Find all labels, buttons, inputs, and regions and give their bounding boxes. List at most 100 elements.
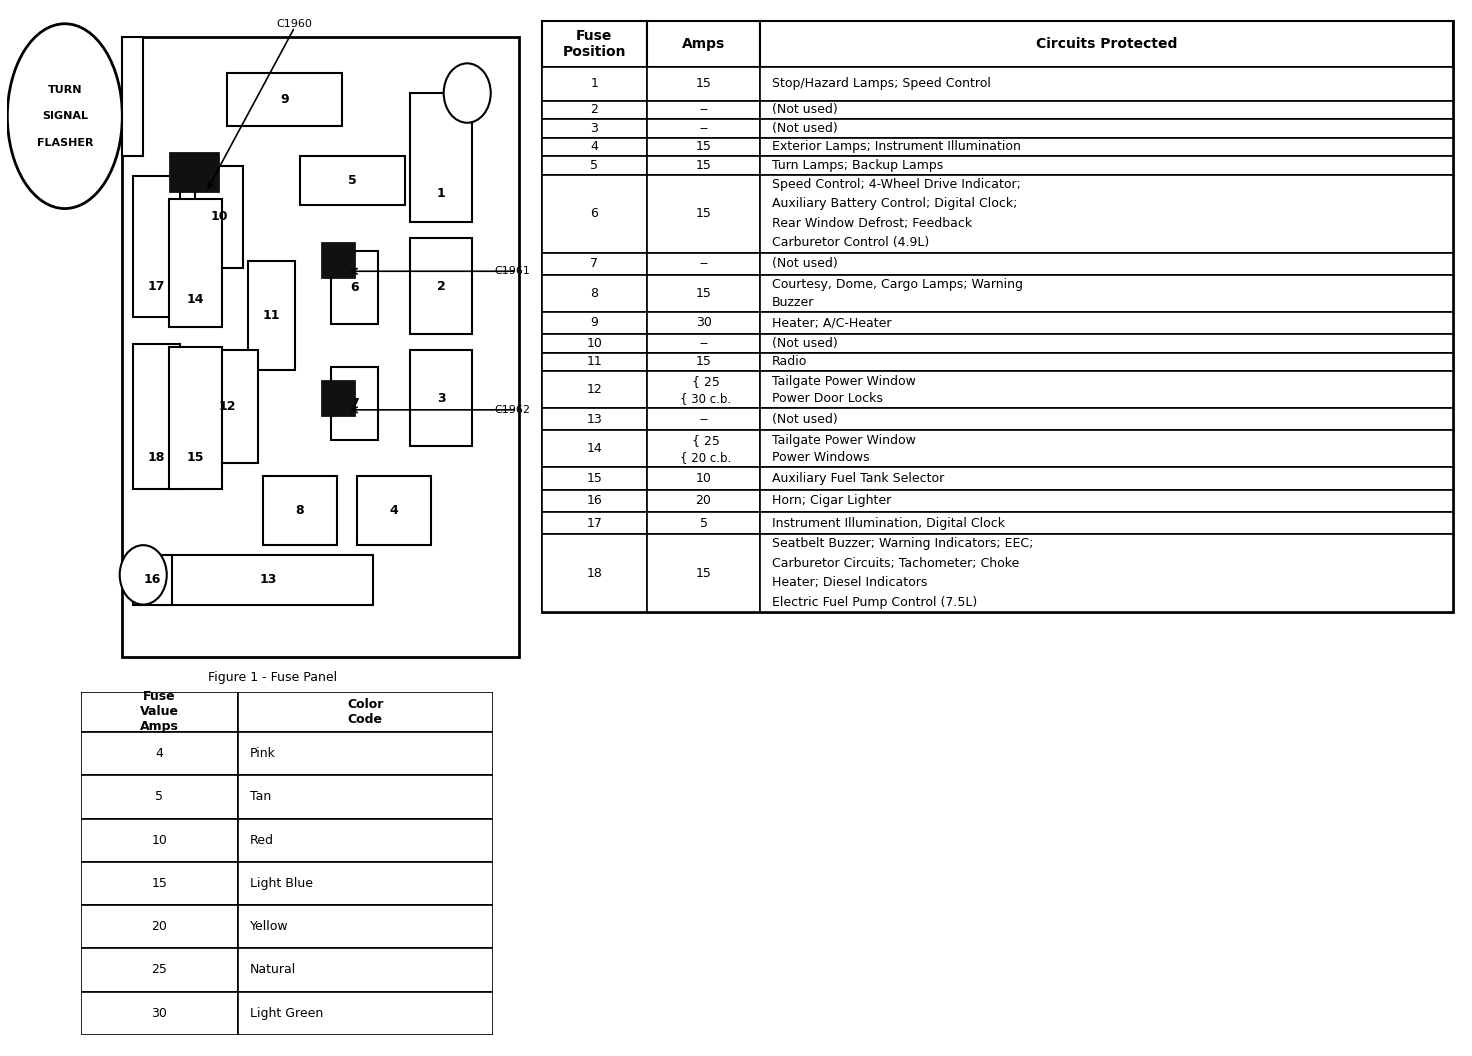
Text: 9: 9 xyxy=(280,93,289,107)
Text: Amps: Amps xyxy=(682,37,726,51)
Text: 18: 18 xyxy=(147,451,165,464)
FancyBboxPatch shape xyxy=(247,261,294,371)
FancyBboxPatch shape xyxy=(646,334,761,353)
Text: { 30 c.b.: { 30 c.b. xyxy=(680,392,732,404)
Text: Tailgate Power Window: Tailgate Power Window xyxy=(771,375,916,388)
Text: Circuits Protected: Circuits Protected xyxy=(1036,37,1178,51)
Text: 20: 20 xyxy=(696,494,711,507)
FancyBboxPatch shape xyxy=(81,692,237,732)
Text: Stop/Hazard Lamps; Speed Control: Stop/Hazard Lamps; Speed Control xyxy=(771,77,991,91)
FancyBboxPatch shape xyxy=(646,68,761,100)
Text: C1961: C1961 xyxy=(495,266,530,277)
FancyBboxPatch shape xyxy=(646,119,761,137)
FancyBboxPatch shape xyxy=(542,312,646,334)
Text: 6: 6 xyxy=(590,207,598,220)
Text: 5: 5 xyxy=(155,791,163,804)
FancyBboxPatch shape xyxy=(263,476,337,545)
Text: --: -- xyxy=(699,413,708,426)
Text: Pink: Pink xyxy=(250,748,275,760)
FancyBboxPatch shape xyxy=(542,409,646,431)
FancyBboxPatch shape xyxy=(237,732,493,775)
Text: 4: 4 xyxy=(156,748,163,760)
Text: 17: 17 xyxy=(586,516,602,529)
Ellipse shape xyxy=(7,23,122,209)
FancyBboxPatch shape xyxy=(542,512,646,534)
FancyBboxPatch shape xyxy=(542,431,646,468)
FancyBboxPatch shape xyxy=(761,252,1453,275)
Circle shape xyxy=(119,545,166,604)
Text: (Not used): (Not used) xyxy=(771,413,838,426)
FancyBboxPatch shape xyxy=(81,732,237,775)
FancyBboxPatch shape xyxy=(81,818,237,862)
Text: 10: 10 xyxy=(586,337,602,350)
Text: Yellow: Yellow xyxy=(250,920,289,934)
FancyBboxPatch shape xyxy=(409,239,473,334)
FancyBboxPatch shape xyxy=(761,312,1453,334)
Text: 11: 11 xyxy=(262,309,280,322)
FancyBboxPatch shape xyxy=(169,347,222,489)
FancyBboxPatch shape xyxy=(81,775,237,818)
Text: 3: 3 xyxy=(437,392,446,404)
Text: Turn Lamps; Backup Lamps: Turn Lamps; Backup Lamps xyxy=(771,159,942,172)
Circle shape xyxy=(443,63,490,122)
Text: Auxiliary Fuel Tank Selector: Auxiliary Fuel Tank Selector xyxy=(771,472,944,485)
Text: 7: 7 xyxy=(350,397,359,410)
FancyBboxPatch shape xyxy=(761,275,1453,312)
Text: 16: 16 xyxy=(586,494,602,507)
Text: 2: 2 xyxy=(590,103,598,116)
FancyBboxPatch shape xyxy=(358,476,431,545)
Text: 6: 6 xyxy=(350,281,359,295)
FancyBboxPatch shape xyxy=(542,490,646,512)
Text: 14: 14 xyxy=(187,293,205,305)
FancyBboxPatch shape xyxy=(163,555,372,604)
FancyBboxPatch shape xyxy=(646,137,761,156)
Text: C1960: C1960 xyxy=(277,19,312,29)
Text: 12: 12 xyxy=(586,383,602,396)
Text: 13: 13 xyxy=(261,573,277,586)
FancyBboxPatch shape xyxy=(646,468,761,490)
Text: FLASHER: FLASHER xyxy=(37,137,93,148)
FancyBboxPatch shape xyxy=(542,275,646,312)
Text: --: -- xyxy=(699,103,708,116)
Text: Electric Fuel Pump Control (7.5L): Electric Fuel Pump Control (7.5L) xyxy=(771,596,977,608)
Text: 15: 15 xyxy=(696,567,711,580)
Text: Radio: Radio xyxy=(771,356,807,369)
Text: 15: 15 xyxy=(696,159,711,172)
Text: { 25: { 25 xyxy=(692,434,720,447)
FancyBboxPatch shape xyxy=(81,992,237,1035)
FancyBboxPatch shape xyxy=(237,992,493,1035)
FancyBboxPatch shape xyxy=(409,93,473,222)
Text: Seatbelt Buzzer; Warning Indicators; EEC;: Seatbelt Buzzer; Warning Indicators; EEC… xyxy=(771,538,1033,550)
FancyBboxPatch shape xyxy=(646,490,761,512)
FancyBboxPatch shape xyxy=(646,156,761,174)
Text: 1: 1 xyxy=(590,77,598,91)
FancyBboxPatch shape xyxy=(646,353,761,371)
FancyBboxPatch shape xyxy=(196,351,258,463)
FancyBboxPatch shape xyxy=(761,119,1453,137)
FancyBboxPatch shape xyxy=(321,380,355,416)
FancyBboxPatch shape xyxy=(646,252,761,275)
Text: 2: 2 xyxy=(437,280,446,293)
FancyBboxPatch shape xyxy=(646,275,761,312)
FancyBboxPatch shape xyxy=(542,252,646,275)
Text: Buzzer: Buzzer xyxy=(771,296,814,309)
FancyBboxPatch shape xyxy=(761,512,1453,534)
Text: Carburetor Circuits; Tachometer; Choke: Carburetor Circuits; Tachometer; Choke xyxy=(771,557,1019,570)
Text: Red: Red xyxy=(250,833,274,847)
Text: 13: 13 xyxy=(586,413,602,426)
FancyBboxPatch shape xyxy=(542,68,646,100)
Text: 20: 20 xyxy=(152,920,168,934)
FancyBboxPatch shape xyxy=(646,534,761,612)
FancyBboxPatch shape xyxy=(542,137,646,156)
FancyBboxPatch shape xyxy=(761,174,1453,252)
Text: Horn; Cigar Lighter: Horn; Cigar Lighter xyxy=(771,494,891,507)
Text: 15: 15 xyxy=(152,876,168,890)
Text: (Not used): (Not used) xyxy=(771,121,838,135)
FancyBboxPatch shape xyxy=(646,512,761,534)
FancyBboxPatch shape xyxy=(761,409,1453,431)
FancyBboxPatch shape xyxy=(761,490,1453,512)
Text: 15: 15 xyxy=(586,472,602,485)
Text: 5: 5 xyxy=(347,174,356,187)
FancyBboxPatch shape xyxy=(81,862,237,905)
Text: Fuse
Position: Fuse Position xyxy=(562,29,626,59)
